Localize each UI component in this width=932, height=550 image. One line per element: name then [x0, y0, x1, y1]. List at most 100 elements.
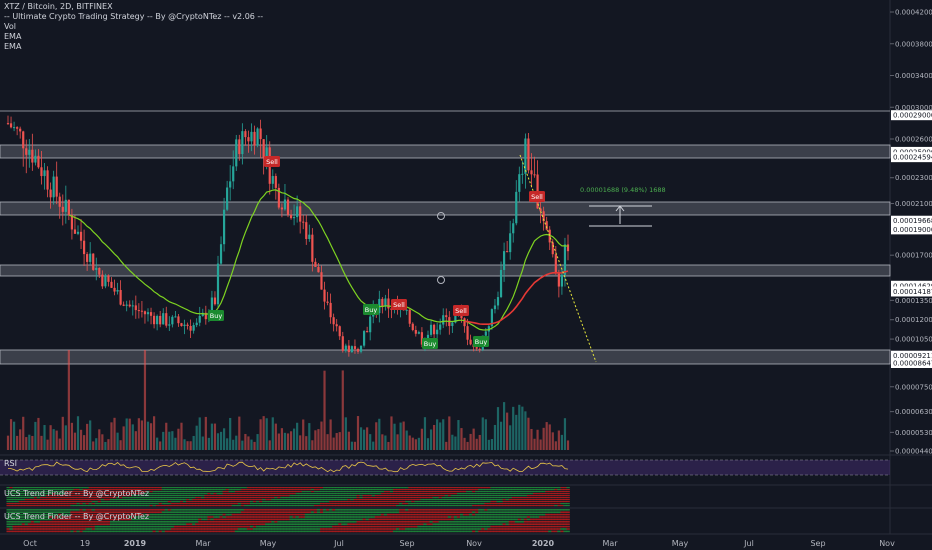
trend-cell: [545, 495, 549, 497]
trend-cell: [219, 505, 223, 507]
trend-cell: [46, 518, 50, 521]
trend-cell: [374, 513, 379, 516]
trend-cell: [295, 497, 299, 499]
trend-cell: [253, 530, 257, 533]
trend-cell: [271, 509, 275, 511]
trend-cell: [475, 523, 479, 525]
trend-cell: [256, 501, 260, 503]
trend-cell: [389, 499, 394, 501]
trend-cell: [444, 493, 449, 495]
trend-cell: [472, 487, 476, 489]
volume-bar: [232, 439, 235, 450]
trend-cell: [125, 487, 129, 489]
trend-cell: [52, 525, 56, 528]
trend-cell: [213, 516, 217, 518]
trend-cell: [128, 511, 132, 513]
trend-cell: [304, 523, 309, 525]
trend-cell: [353, 489, 357, 491]
trend-cell: [438, 513, 442, 516]
trend-cell: [64, 530, 68, 533]
trend-cell: [396, 487, 400, 489]
trend-cell: [82, 497, 86, 499]
trend-cell: [143, 530, 147, 533]
trend-cell: [213, 487, 217, 489]
trend-cell: [475, 509, 479, 511]
volume-bar: [420, 428, 424, 450]
trend-cell: [176, 513, 181, 516]
price-level-label: 0.00019000: [893, 226, 932, 234]
trend-cell: [152, 493, 156, 495]
trend-cell: [341, 530, 345, 533]
trend-cell: [268, 511, 272, 513]
trend-cell: [481, 518, 485, 521]
trend-cell: [216, 489, 220, 491]
trend-cell: [396, 495, 400, 497]
volume-bar: [229, 417, 232, 450]
trend-cell: [298, 491, 302, 493]
trend-cell: [484, 501, 488, 503]
trend-cell: [164, 495, 169, 497]
trend-cell: [210, 509, 214, 511]
trend-cell: [222, 516, 226, 518]
trend-cell: [201, 528, 205, 530]
candle-body: [292, 217, 296, 219]
trend-cell: [402, 499, 406, 501]
trend-cell: [82, 513, 86, 516]
trend-cell: [393, 487, 397, 489]
trend-cell: [453, 528, 458, 530]
trend-cell: [24, 501, 29, 503]
trend-cell: [523, 513, 528, 516]
volume-bar: [369, 434, 372, 450]
trend-cell: [402, 505, 406, 507]
trend-cell: [265, 528, 269, 530]
trend-cell: [15, 503, 19, 505]
volume-bar: [204, 416, 207, 450]
trend-cell: [566, 518, 570, 521]
volume-bar: [110, 422, 113, 450]
trend-cell: [542, 495, 546, 497]
trend-cell: [450, 491, 455, 493]
trend-cell: [79, 491, 83, 493]
trend-cell: [46, 505, 50, 507]
trend-cell: [490, 487, 494, 489]
trend-cell: [447, 513, 452, 516]
trend-cell: [444, 501, 449, 503]
trend-cell: [417, 499, 421, 501]
trend-cell: [280, 501, 284, 503]
trend-cell: [295, 491, 299, 493]
trend-cell: [396, 511, 400, 513]
volume-bar: [31, 435, 34, 450]
trend-cell: [310, 511, 315, 513]
trend-cell: [256, 511, 260, 513]
trend-cell: [545, 499, 549, 501]
trend-cell: [161, 497, 166, 499]
trend-cell: [18, 525, 22, 528]
trend-cell: [256, 509, 260, 511]
trend-cell: [429, 513, 433, 516]
trend-cell: [201, 523, 205, 525]
trend-cell: [353, 493, 357, 495]
trend-cell: [76, 489, 80, 491]
trend-cell: [246, 501, 251, 503]
trend-cell: [131, 528, 135, 530]
trend-cell: [456, 518, 461, 521]
trend-cell: [198, 518, 202, 521]
trend-cell: [490, 503, 494, 505]
trend-cell: [189, 493, 193, 495]
time-label: Oct: [23, 539, 37, 548]
candle-body: [408, 309, 411, 324]
trend-cell: [55, 503, 59, 505]
trend-cell: [386, 509, 391, 511]
trend-cell: [548, 516, 552, 518]
trend-cell: [350, 493, 354, 495]
trend-cell: [560, 523, 564, 525]
trend-cell: [539, 499, 543, 501]
trend-cell: [420, 497, 424, 499]
trend-cell: [274, 509, 278, 511]
trend-cell: [259, 525, 263, 528]
trend-cell: [304, 497, 309, 499]
trend-cell: [490, 499, 494, 501]
